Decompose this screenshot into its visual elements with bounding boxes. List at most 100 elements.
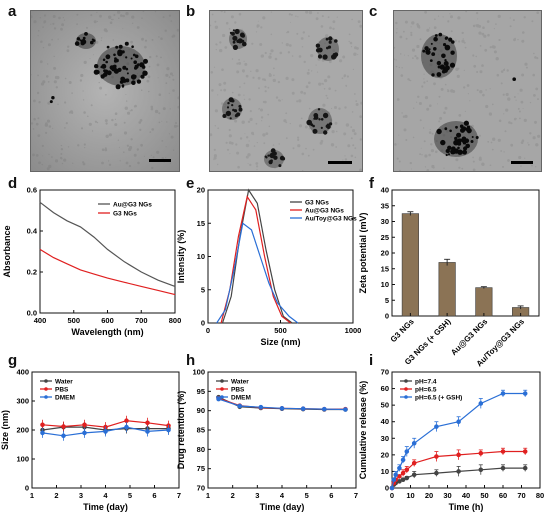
panel-label-d: d: [8, 175, 18, 192]
data-point-g-2: [103, 429, 108, 434]
y-tick-label-g: 200: [16, 426, 29, 435]
y-tick-label-f: 10: [381, 280, 389, 289]
y-tick-label-i: 20: [381, 450, 389, 459]
x-tick-label-h: 5: [305, 491, 309, 500]
x-tick-label-e: 500: [274, 326, 287, 335]
y-tick-label-d: 0.4: [27, 227, 38, 236]
data-point-h-0: [237, 404, 243, 410]
legend-label-h: Water: [231, 379, 249, 386]
data-point-i-0: [500, 465, 506, 471]
panel-label-b: b: [186, 3, 196, 20]
y-axis-label-f: Zeta potential (mV): [358, 212, 368, 293]
x-axis-label-h: Time (day): [260, 502, 305, 512]
x-tick-label-g: 4: [103, 491, 108, 500]
category-label-3: Au/Toy@G3 NGs: [475, 317, 527, 369]
series-line-i-2: [391, 392, 526, 489]
data-point-h-0: [300, 406, 306, 412]
series-line-g-1: [42, 420, 169, 428]
y-tick-label-f: 0: [385, 312, 389, 321]
x-tick-label-i: 80: [536, 491, 544, 500]
category-label-2: Au@G3 NGs: [449, 317, 490, 358]
plot-frame-e: [207, 189, 354, 324]
x-tick-label-d: 700: [135, 316, 148, 325]
data-point-g-0: [103, 427, 108, 433]
bar-0: [401, 213, 419, 317]
x-tick-label-g: 1: [30, 491, 34, 500]
x-tick-label-d: 600: [101, 316, 114, 325]
data-point-h-0: [321, 407, 327, 412]
data-point-h-1: [279, 406, 285, 411]
data-point-i-1: [434, 454, 439, 459]
y-axis-label-i: Cumulative release (%): [358, 381, 368, 480]
panel-label-h: h: [186, 352, 196, 369]
series-line-i-1: [391, 450, 526, 489]
data-point-h-2: [237, 403, 243, 409]
data-point-i-2: [434, 424, 439, 429]
y-tick-label-d: 0.6: [27, 186, 37, 195]
scale-bar-b: [328, 161, 352, 164]
panel-label-e: e: [186, 175, 195, 192]
category-label-1: G3 NGs (+ GSH): [403, 317, 453, 367]
x-tick-label-h: 6: [329, 491, 333, 500]
x-tick-label-g: 5: [128, 491, 132, 500]
legend-label-i: pH=6.5 (+ GSH): [415, 395, 462, 402]
legend-label-h: PBS: [231, 387, 245, 394]
data-point-h-1: [237, 403, 243, 408]
data-point-g-0: [40, 427, 45, 433]
legend-label-e: Au@G3 NGs: [305, 208, 344, 215]
x-tick-label-h: 2: [231, 491, 235, 500]
y-tick-label-f: 20: [381, 249, 389, 258]
y-tick-label-h: 90: [197, 406, 205, 415]
x-tick-label-i: 20: [425, 491, 433, 500]
y-tick-label-i: 60: [381, 384, 389, 393]
x-tick-label-d: 500: [67, 316, 80, 325]
data-point-h-0: [258, 405, 264, 411]
series-line-h-0: [218, 396, 346, 411]
y-tick-label-i: 10: [381, 467, 389, 476]
data-point-i-2: [456, 419, 461, 425]
series-line-g-2: [42, 426, 169, 437]
legend-label-d: G3 NGs: [113, 211, 137, 218]
x-tick-label-d: 800: [169, 316, 182, 325]
y-tick-label-h: 95: [197, 387, 205, 396]
y-axis-label-d: Absorbance: [2, 225, 12, 277]
y-tick-label-e: 5: [201, 285, 205, 294]
data-point-i-2: [391, 477, 397, 483]
data-point-g-2: [145, 429, 150, 434]
y-tick-label-g: 300: [16, 397, 29, 406]
data-point-i-0: [391, 482, 397, 487]
data-point-i-1: [397, 474, 402, 479]
x-tick-label-h: 4: [280, 491, 285, 500]
legend-marker-i: [404, 395, 408, 399]
data-point-i-1: [404, 467, 410, 473]
data-point-i-2: [478, 401, 484, 406]
plot-frame-f: [391, 189, 540, 317]
x-tick-label-i: 70: [517, 491, 525, 500]
x-tick-label-g: 2: [54, 491, 58, 500]
data-point-g-1: [61, 424, 66, 429]
y-tick-label-f: 30: [381, 217, 389, 226]
data-point-i-0: [434, 470, 439, 476]
data-point-i-1: [389, 485, 395, 491]
y-tick-label-h: 70: [197, 484, 205, 493]
data-point-i-2: [397, 465, 402, 471]
data-point-h-2: [216, 396, 221, 402]
x-tick-label-i: 40: [462, 491, 470, 500]
y-axis-label-e: Intensity (%): [176, 230, 186, 284]
data-point-i-0: [393, 480, 399, 486]
panel-label-c: c: [369, 3, 378, 20]
x-axis-label-e: Size (nm): [260, 337, 300, 347]
series-line-g-0: [42, 426, 169, 431]
y-tick-label-f: 15: [381, 264, 389, 273]
data-point-g-0: [82, 424, 87, 430]
x-tick-label-i: 30: [443, 491, 451, 500]
data-point-g-2: [82, 430, 87, 436]
legend-marker-h: [220, 387, 224, 391]
data-point-i-2: [400, 457, 406, 463]
plot-frame-d: [39, 189, 176, 314]
data-point-i-0: [400, 477, 406, 483]
x-tick-label-i: 0: [390, 491, 394, 500]
y-tick-label-d: 0.0: [27, 309, 37, 318]
series-line-h-2: [218, 398, 346, 411]
y-tick-label-i: 70: [381, 368, 389, 377]
